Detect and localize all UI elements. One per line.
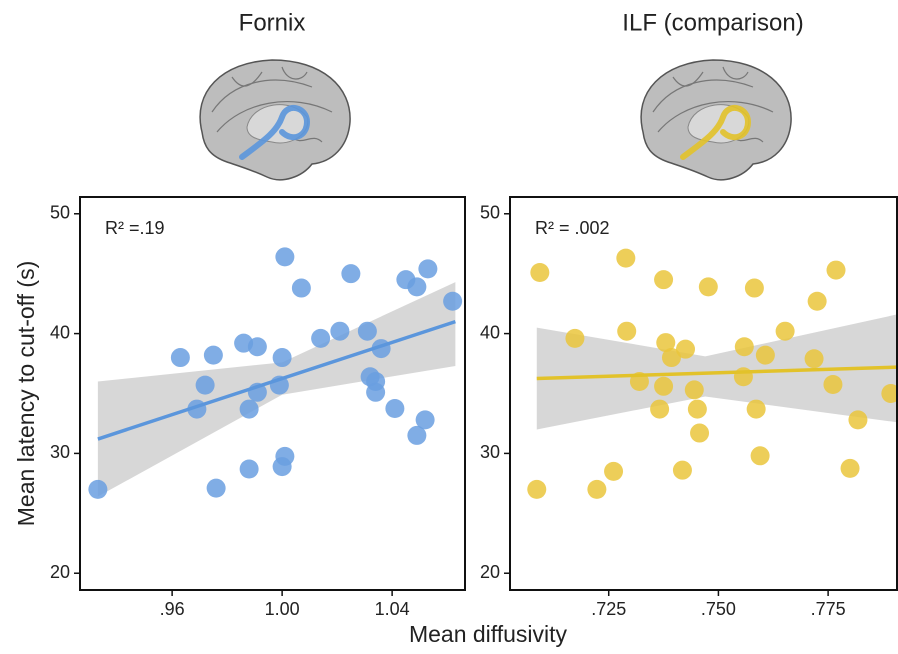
brain-fold bbox=[231, 71, 263, 87]
y-tick-label: 50 bbox=[480, 203, 500, 223]
plot-frame bbox=[79, 196, 466, 591]
y-tick-label: 40 bbox=[50, 322, 70, 342]
point bbox=[407, 277, 427, 297]
point bbox=[804, 349, 824, 369]
x-tick-label: .775 bbox=[811, 599, 846, 619]
point bbox=[690, 423, 710, 443]
point bbox=[203, 345, 223, 365]
point bbox=[311, 328, 331, 348]
point bbox=[616, 248, 636, 268]
point bbox=[750, 446, 770, 466]
point bbox=[684, 380, 704, 400]
brain-fold bbox=[657, 101, 774, 133]
brain-fold bbox=[652, 79, 754, 113]
x-tick-label: .96 bbox=[160, 599, 185, 619]
point bbox=[407, 425, 427, 445]
panel-title: ILF (comparison) bbox=[622, 9, 803, 36]
point bbox=[840, 458, 860, 478]
point bbox=[239, 399, 259, 419]
point bbox=[275, 247, 295, 267]
trend-line bbox=[536, 365, 897, 381]
point bbox=[415, 410, 435, 430]
y-tick-label: 50 bbox=[50, 203, 70, 223]
point bbox=[330, 321, 350, 341]
plot-area bbox=[88, 247, 463, 499]
point bbox=[676, 339, 696, 359]
y-tick-label: 20 bbox=[50, 562, 70, 582]
tract bbox=[680, 105, 752, 160]
brain-fold bbox=[216, 101, 333, 133]
point bbox=[744, 278, 764, 298]
point bbox=[654, 376, 674, 396]
point bbox=[272, 457, 292, 477]
point bbox=[775, 321, 795, 341]
point bbox=[823, 375, 843, 395]
point bbox=[341, 264, 361, 284]
x-tick-label: 1.00 bbox=[265, 599, 300, 619]
point bbox=[291, 278, 311, 298]
point bbox=[366, 382, 386, 402]
y-tick-label: 20 bbox=[480, 562, 500, 582]
x-axis-label: Mean diffusivity bbox=[409, 621, 568, 647]
point bbox=[656, 333, 676, 353]
point bbox=[88, 479, 108, 499]
x-tick-label: .750 bbox=[701, 599, 736, 619]
panel-title: Fornix bbox=[239, 9, 306, 36]
point bbox=[755, 345, 775, 365]
point bbox=[206, 478, 226, 498]
y-tick-label: 30 bbox=[50, 442, 70, 462]
point bbox=[687, 399, 707, 419]
point bbox=[617, 321, 637, 341]
point bbox=[746, 399, 766, 419]
point bbox=[385, 398, 405, 418]
point bbox=[443, 291, 463, 311]
point bbox=[587, 479, 607, 499]
x-tick-label: .725 bbox=[591, 599, 626, 619]
point bbox=[881, 384, 897, 403]
point bbox=[247, 337, 267, 357]
point bbox=[654, 270, 674, 290]
point bbox=[672, 460, 692, 480]
point bbox=[418, 259, 438, 279]
point bbox=[527, 479, 547, 499]
y-axis-label: Mean latency to cut-off (s) bbox=[13, 261, 39, 526]
point bbox=[530, 262, 550, 282]
annotation: R² =.19 bbox=[105, 218, 165, 238]
y-tick-label: 30 bbox=[480, 442, 500, 462]
point bbox=[357, 321, 377, 341]
point bbox=[239, 459, 259, 479]
point bbox=[604, 461, 624, 481]
x-tick-label: 1.04 bbox=[375, 599, 410, 619]
point bbox=[170, 348, 190, 368]
point bbox=[826, 260, 846, 280]
brain-fold bbox=[281, 66, 308, 80]
brain-fold bbox=[722, 66, 749, 80]
brain-fold bbox=[672, 71, 704, 87]
point bbox=[195, 375, 215, 395]
brain-illustration bbox=[199, 59, 351, 181]
point bbox=[848, 410, 868, 430]
point bbox=[650, 399, 670, 419]
tract bbox=[239, 105, 311, 160]
plot-frame bbox=[509, 196, 898, 591]
point bbox=[698, 277, 718, 297]
point bbox=[565, 328, 585, 348]
point bbox=[661, 348, 681, 368]
trend-line bbox=[97, 319, 456, 441]
y-tick-label: 40 bbox=[480, 322, 500, 342]
brain-illustration bbox=[640, 59, 792, 181]
brain-fold bbox=[211, 79, 313, 113]
point bbox=[734, 337, 754, 357]
point bbox=[807, 291, 827, 311]
annotation: R² = .002 bbox=[535, 218, 610, 238]
plot-area bbox=[527, 248, 897, 499]
point bbox=[272, 348, 292, 368]
